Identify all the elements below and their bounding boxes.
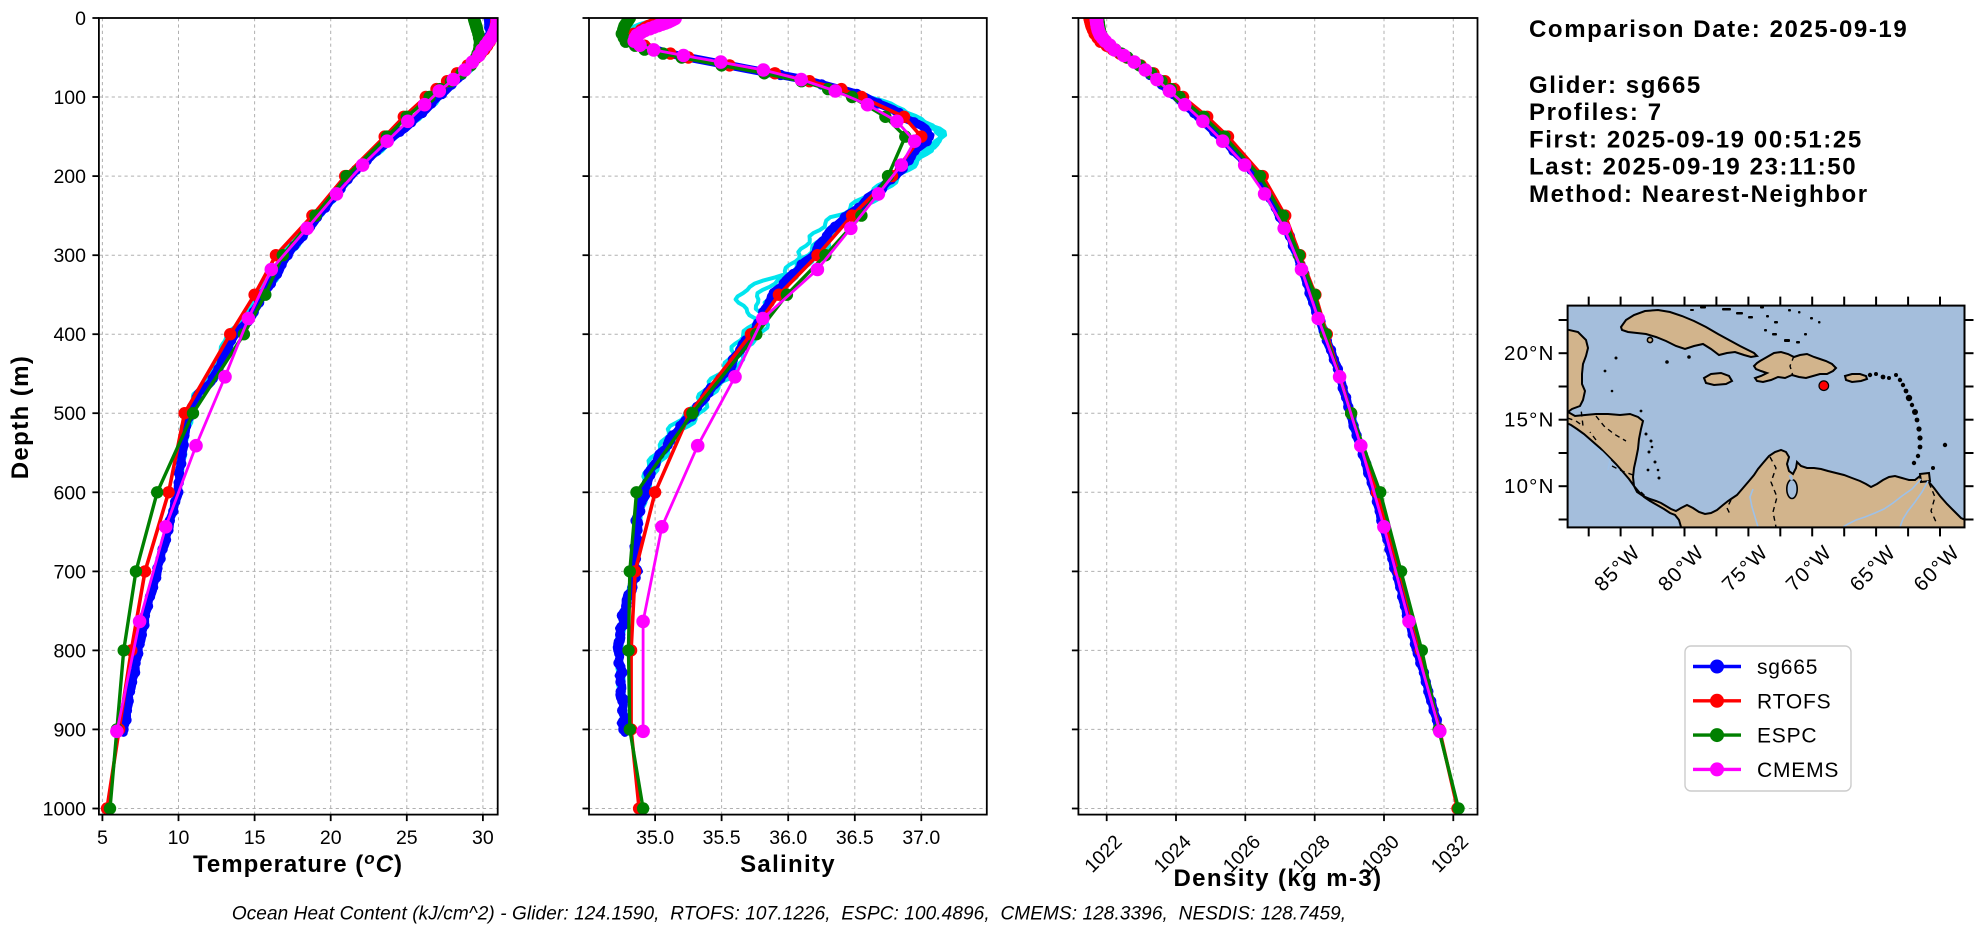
svg-text:25: 25: [396, 827, 418, 849]
svg-text:15: 15: [244, 827, 266, 849]
svg-text:700: 700: [53, 561, 86, 583]
svg-text:Profiles: 7: Profiles: 7: [1529, 99, 1663, 126]
svg-text:36.0: 36.0: [769, 827, 807, 849]
svg-text:400: 400: [53, 324, 86, 346]
svg-text:10: 10: [168, 827, 190, 849]
svg-text:Glider: sg665: Glider: sg665: [1529, 72, 1702, 99]
svg-text:CMEMS: CMEMS: [1757, 759, 1839, 782]
svg-text:Comparison Date: 2025-09-19: Comparison Date: 2025-09-19: [1529, 16, 1908, 43]
svg-text:RTOFS: RTOFS: [1757, 690, 1831, 713]
svg-text:sg665: sg665: [1757, 656, 1818, 679]
svg-text:600: 600: [53, 482, 86, 504]
svg-text:500: 500: [53, 403, 86, 425]
svg-text:100: 100: [53, 87, 86, 109]
svg-text:35.0: 35.0: [636, 827, 674, 849]
svg-text:15°N: 15°N: [1504, 409, 1555, 432]
svg-text:900: 900: [53, 719, 86, 741]
svg-text:35.5: 35.5: [703, 827, 741, 849]
svg-text:Method: Nearest-Neighbor: Method: Nearest-Neighbor: [1529, 181, 1869, 208]
svg-text:ESPC: ESPC: [1757, 725, 1817, 748]
svg-text:30: 30: [472, 827, 494, 849]
svg-text:800: 800: [53, 640, 86, 662]
svg-text:300: 300: [53, 245, 86, 267]
svg-text:Salinity: Salinity: [740, 851, 836, 878]
svg-text:10°N: 10°N: [1504, 475, 1555, 498]
svg-text:200: 200: [53, 166, 86, 188]
svg-text:20: 20: [320, 827, 342, 849]
svg-text:20°N: 20°N: [1504, 342, 1555, 365]
svg-text:5: 5: [97, 827, 108, 849]
svg-text:Ocean Heat Content (kJ/cm^2) -: Ocean Heat Content (kJ/cm^2) - Glider: 1…: [232, 904, 1346, 925]
svg-text:37.0: 37.0: [902, 827, 940, 849]
svg-text:Density (kg m-3): Density (kg m-3): [1173, 865, 1382, 892]
svg-text:Last: 2025-09-19 23:11:50: Last: 2025-09-19 23:11:50: [1529, 154, 1857, 181]
svg-text:0: 0: [75, 8, 86, 30]
svg-text:Depth (m): Depth (m): [7, 355, 34, 480]
svg-text:First: 2025-09-19 00:51:25: First: 2025-09-19 00:51:25: [1529, 126, 1863, 153]
svg-text:36.5: 36.5: [836, 827, 874, 849]
svg-text:1000: 1000: [43, 799, 87, 821]
